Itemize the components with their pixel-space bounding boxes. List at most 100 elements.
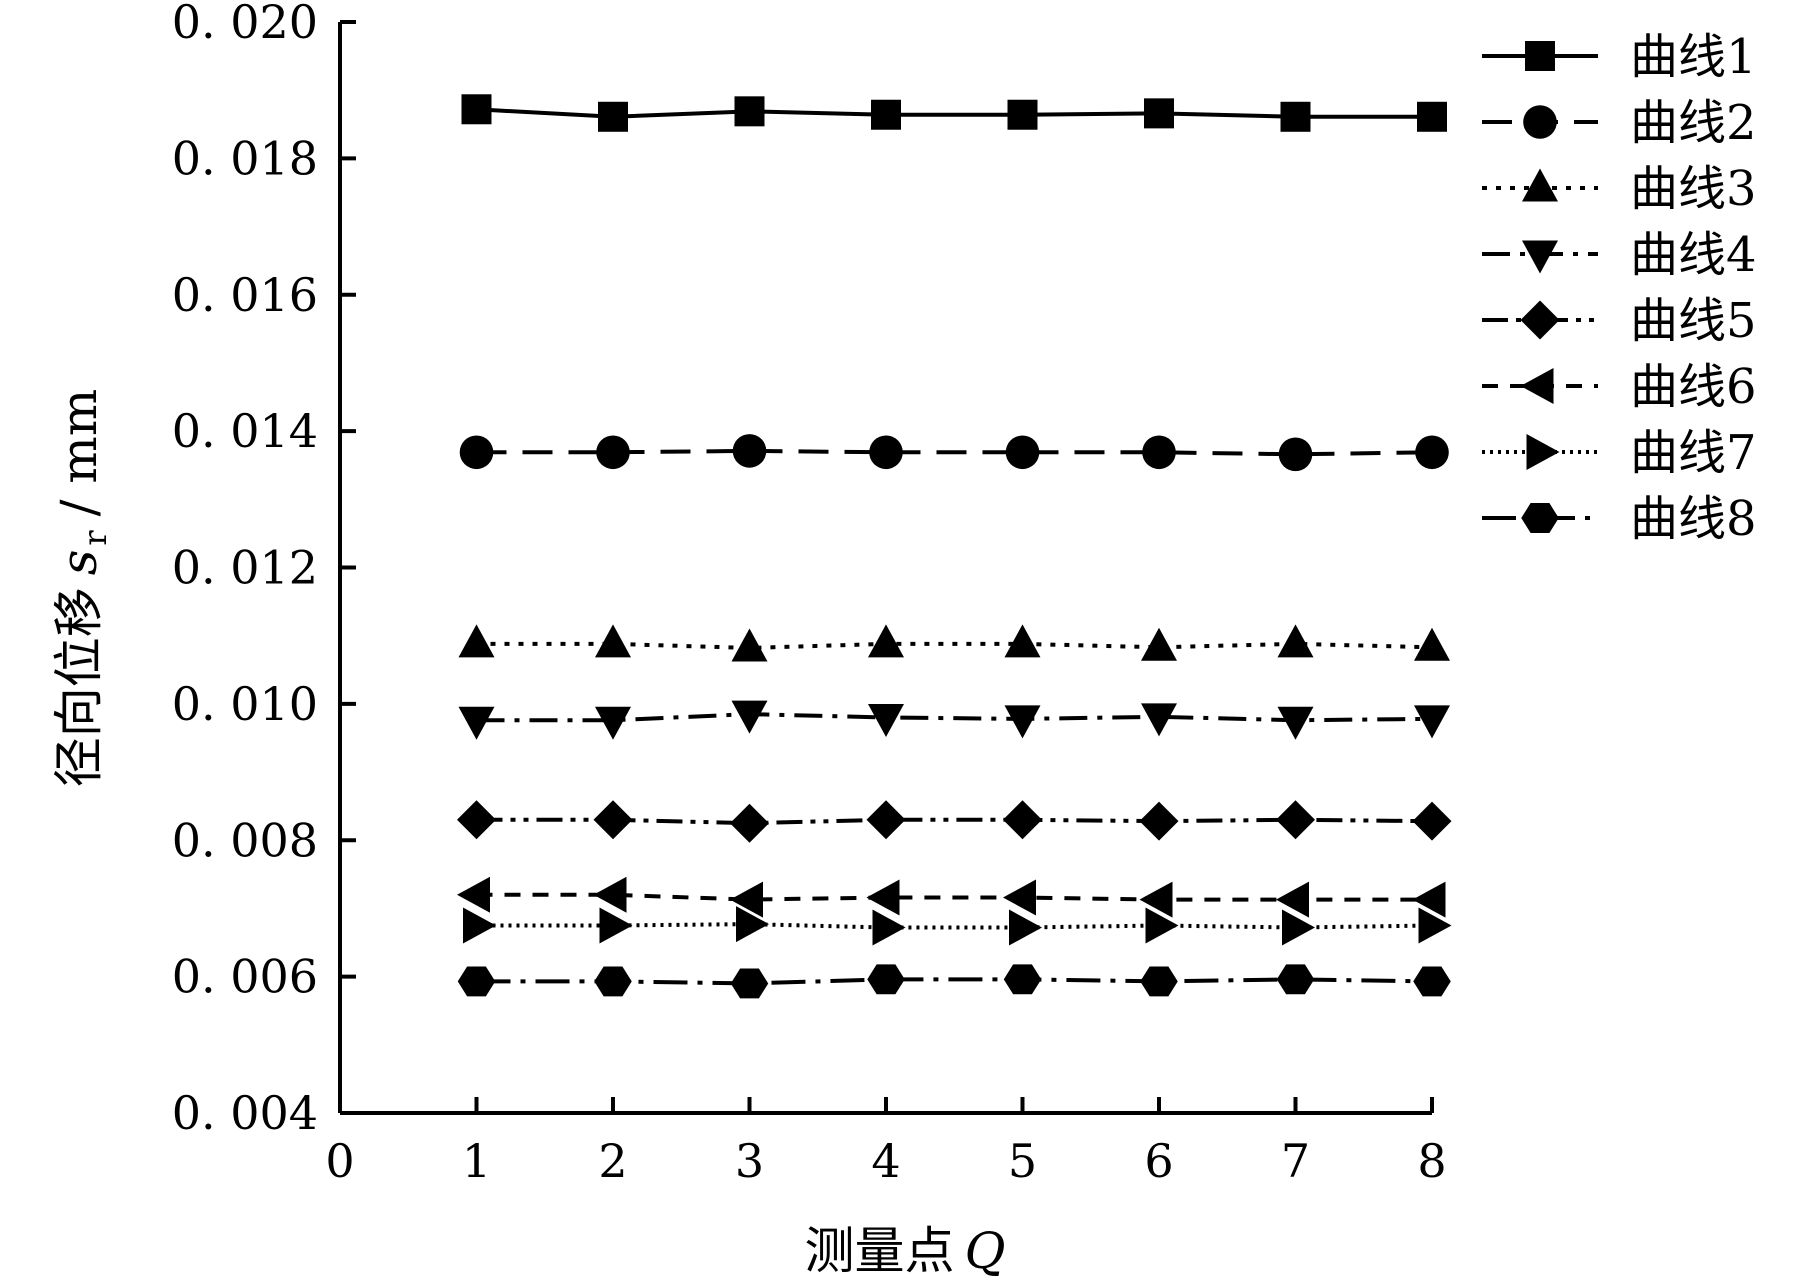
- data-point: [463, 907, 496, 944]
- legend-label: 曲线3: [1630, 161, 1757, 217]
- y-tick-label: 0. 012: [172, 541, 318, 595]
- data-point: [458, 624, 495, 658]
- data-point: [1141, 627, 1177, 661]
- y-tick-label: 0. 006: [172, 950, 318, 1004]
- legend-marker: [1522, 240, 1558, 274]
- data-point: [866, 800, 906, 840]
- data-point: [1140, 966, 1178, 997]
- legend-label: 曲线6: [1630, 359, 1757, 415]
- x-tick-label: 7: [1281, 1134, 1310, 1188]
- y-axis-title: 径向位移 sr / mm: [50, 389, 114, 788]
- data-point: [458, 706, 495, 740]
- y-axis-variable: s: [50, 550, 108, 576]
- data-point: [1278, 437, 1313, 472]
- legend: 曲线1 曲线2 曲线3 曲线4 曲线5 曲线6 曲线7 曲线8: [1482, 29, 1757, 547]
- data-point: [598, 101, 628, 132]
- legend-entry-7: 曲线7: [1482, 425, 1757, 481]
- data-point: [868, 704, 904, 738]
- y-tick-label: 0. 016: [172, 268, 318, 322]
- series-line: [476, 107, 1432, 119]
- legend-marker: [1521, 503, 1559, 533]
- x-axis-variable: Q: [965, 1222, 1006, 1280]
- data-point: [457, 966, 496, 997]
- data-point: [1414, 627, 1450, 661]
- data-point: [594, 966, 632, 997]
- data-point: [1145, 907, 1179, 944]
- legend-entry-3: 曲线3: [1482, 161, 1757, 217]
- series-4: [458, 700, 1450, 740]
- y-tick-label: 0. 020: [172, 0, 318, 49]
- legend-label: 曲线5: [1630, 293, 1757, 349]
- data-point: [461, 94, 492, 125]
- x-tick-label: 0: [325, 1134, 354, 1188]
- data-point: [1142, 435, 1176, 470]
- data-point: [1277, 706, 1314, 740]
- data-point: [1004, 705, 1041, 739]
- data-point: [871, 99, 901, 130]
- legend-marker: [1525, 41, 1555, 71]
- data-point: [1277, 624, 1314, 658]
- data-point: [1282, 909, 1315, 946]
- data-point: [457, 800, 496, 840]
- data-point: [1276, 800, 1315, 840]
- series-line: [476, 977, 1433, 986]
- data-point: [866, 879, 900, 916]
- legend-label: 曲线2: [1630, 95, 1757, 151]
- data-point: [1144, 98, 1174, 129]
- data-point: [1007, 99, 1038, 130]
- data-point: [869, 435, 903, 470]
- data-point: [1418, 907, 1452, 944]
- x-tick-label: 2: [598, 1134, 627, 1188]
- data-point: [1139, 881, 1173, 918]
- data-point: [730, 803, 769, 843]
- series-layer: [457, 94, 1452, 999]
- data-point: [1276, 964, 1315, 995]
- data-point: [596, 435, 630, 470]
- legend-entry-8: 曲线8: [1482, 491, 1757, 547]
- data-point: [1413, 966, 1451, 997]
- legend-label: 曲线8: [1630, 491, 1757, 547]
- legend-label: 曲线1: [1630, 29, 1757, 85]
- data-point: [599, 907, 633, 944]
- data-point: [730, 968, 769, 999]
- series-7: [463, 906, 1452, 946]
- series-line: [476, 448, 1433, 457]
- data-point: [731, 628, 768, 662]
- legend-entry-1: 曲线1: [1482, 29, 1757, 85]
- legend-entry-4: 曲线4: [1482, 227, 1757, 283]
- data-point: [1005, 435, 1040, 470]
- data-point: [1004, 624, 1041, 658]
- data-point: [731, 700, 768, 734]
- data-point: [867, 964, 905, 995]
- y-tick-label: 0. 008: [172, 813, 318, 867]
- data-point: [732, 434, 767, 468]
- data-point: [868, 624, 904, 658]
- y-tick-label: 0. 018: [172, 131, 318, 185]
- data-point: [736, 906, 769, 943]
- legend-marker: [1523, 105, 1557, 139]
- y-tick-label: 0. 014: [172, 404, 318, 458]
- data-point: [457, 876, 490, 913]
- series-line: [476, 892, 1432, 902]
- y-axis-unit: / mm: [50, 389, 108, 517]
- legend-marker: [1520, 368, 1554, 404]
- y-tick-label: 0. 004: [172, 1086, 318, 1140]
- data-point: [1003, 879, 1036, 916]
- data-point: [1417, 101, 1447, 132]
- legend-label: 曲线4: [1630, 227, 1757, 283]
- legend-entry-5: 曲线5: [1482, 293, 1757, 349]
- data-point: [1412, 881, 1446, 918]
- x-axis-label: 测量点: [805, 1222, 955, 1280]
- data-point: [459, 435, 494, 470]
- svg-text:径向位移sr/ mm: 径向位移 sr / mm: [50, 389, 114, 788]
- data-point: [595, 706, 631, 740]
- x-tick-label: 1: [462, 1134, 491, 1188]
- y-axis-subscript: r: [76, 530, 114, 546]
- legend-label: 曲线7: [1630, 425, 1757, 481]
- legend-marker: [1522, 168, 1558, 202]
- data-point: [872, 909, 906, 946]
- data-point: [730, 881, 763, 918]
- data-point: [1412, 801, 1452, 841]
- x-tick-label: 8: [1417, 1134, 1446, 1188]
